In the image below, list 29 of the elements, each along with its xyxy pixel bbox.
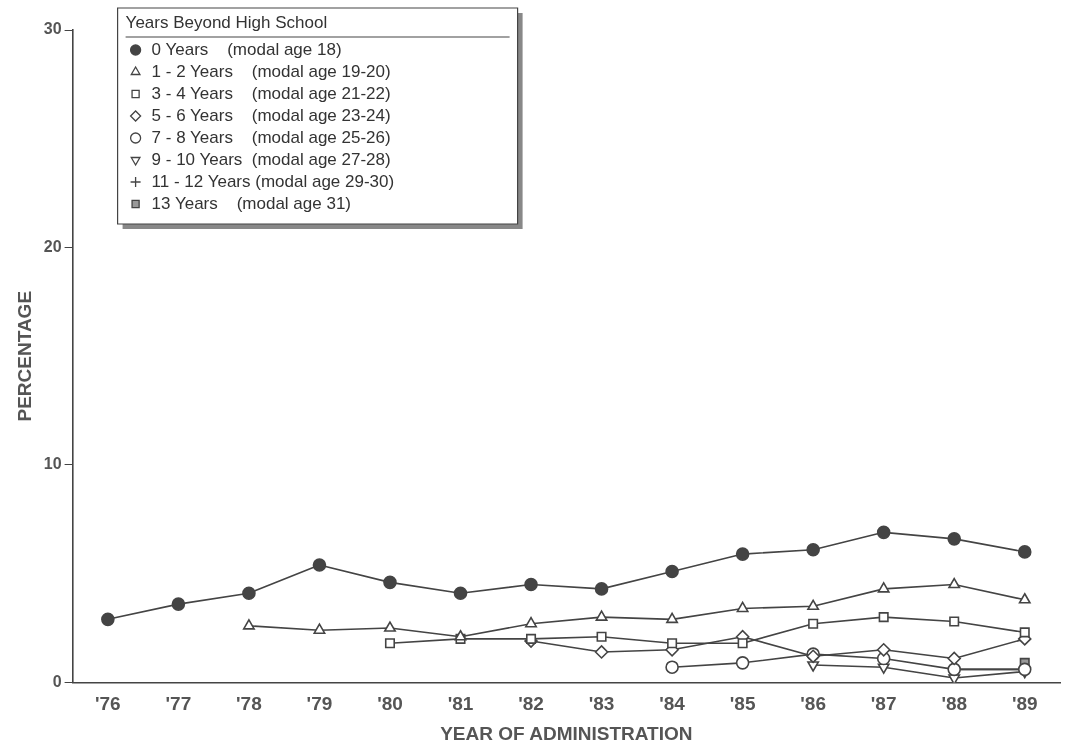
legend-label: 5 - 6 Years (modal age 23-24) xyxy=(151,105,391,125)
legend-label: 1 - 2 Years (modal age 19-20) xyxy=(151,61,391,81)
x-tick-label: '76 xyxy=(95,693,121,715)
x-axis-title: YEAR OF ADMINISTRATION xyxy=(440,722,693,744)
x-tick-label: '88 xyxy=(941,693,968,715)
x-tick-label: '86 xyxy=(800,693,826,715)
x-tick-label: '83 xyxy=(588,693,615,715)
x-tick-label: '82 xyxy=(518,693,544,715)
x-tick-label: '84 xyxy=(659,693,686,715)
legend-label: 9 - 10 Years (modal age 27-28) xyxy=(151,149,391,169)
legend-label: 13 Years (modal age 31) xyxy=(151,193,352,213)
x-tick-label: '78 xyxy=(236,693,262,715)
x-tick-label: '81 xyxy=(447,693,474,715)
x-tick-label: '79 xyxy=(306,693,333,715)
y-axis-title: PERCENTAGE xyxy=(13,290,35,422)
x-tick-label: '85 xyxy=(729,693,756,715)
legend-title: Years Beyond High School xyxy=(125,12,328,32)
y-tick-label: 0 xyxy=(52,672,62,690)
legend-label: 0 Years (modal age 18) xyxy=(151,39,342,59)
y-tick-label: 30 xyxy=(43,20,62,38)
x-tick-label: '80 xyxy=(377,693,403,715)
x-tick-label: '87 xyxy=(870,693,897,715)
legend-label: 11 - 12 Years (modal age 29-30) xyxy=(151,171,395,191)
y-tick-label: 20 xyxy=(43,237,62,255)
y-tick-label: 10 xyxy=(43,455,62,473)
legend-label: 3 - 4 Years (modal age 21-22) xyxy=(151,83,391,103)
x-tick-label: '77 xyxy=(165,693,192,715)
x-tick-label: '89 xyxy=(1011,693,1038,715)
legend-label: 7 - 8 Years (modal age 25-26) xyxy=(151,127,391,147)
